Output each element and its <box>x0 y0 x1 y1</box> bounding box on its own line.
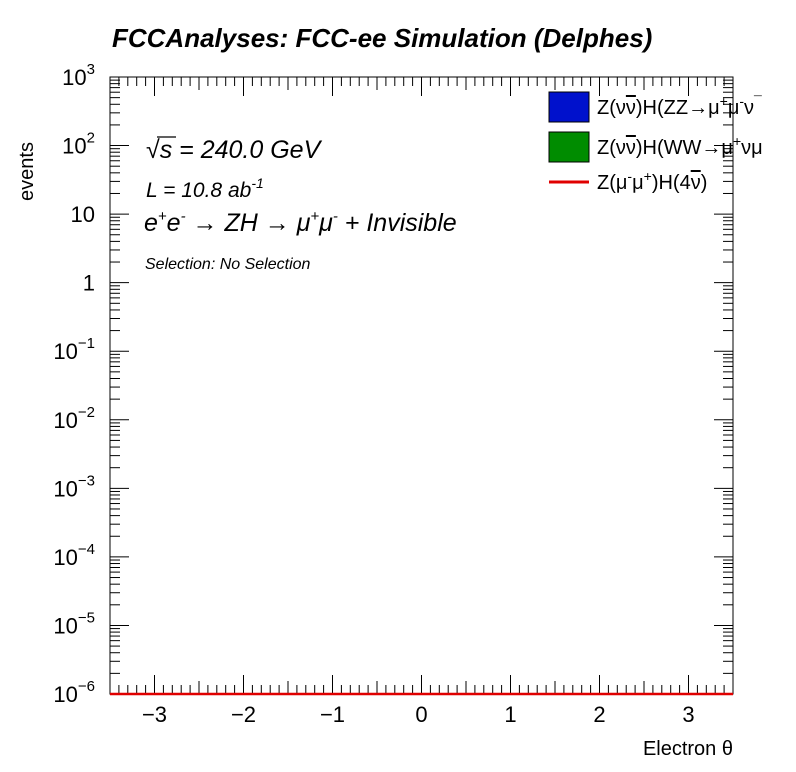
x-axis-label: Electron θ <box>643 738 733 760</box>
legend: Z(νν)H(ZZ→μ+μ-ν¯ Z(νν)H(WW→μ+νμ Z(μ-μ+)H(4… <box>548 91 763 194</box>
x-tick-labels: −3 −2 −1 0 1 2 3 <box>142 702 695 727</box>
lumi-annotation: L = 10.8 ab-1 <box>146 175 264 202</box>
y-tick-label: 10−1 <box>53 335 95 364</box>
y-tick-label: 10−6 <box>53 678 95 707</box>
y-axis-label: events <box>16 142 38 201</box>
y-tick-label: 103 <box>62 61 95 90</box>
y-tick-label: 10−5 <box>53 609 95 638</box>
y-tick-label: 1 <box>83 271 95 296</box>
legend-entry: Z(νν)H(ZZ→μ+μ-ν¯ <box>597 93 762 119</box>
chart-title: FCCAnalyses: FCC-ee Simulation (Delphes) <box>112 23 652 53</box>
process-annotation: e+e- → ZH → μ+μ- + Invisible <box>144 208 457 237</box>
x-tick-label: −3 <box>142 702 167 727</box>
y-tick-label: 102 <box>62 130 95 159</box>
x-tick-label: 0 <box>415 702 427 727</box>
legend-entry: Z(μ-μ+)H(4ν) <box>597 168 707 194</box>
x-tick-label: 3 <box>682 702 694 727</box>
y-tick-label: 10−4 <box>53 541 95 570</box>
legend-swatch <box>548 91 590 123</box>
y-tick-label: 10 <box>71 202 95 227</box>
legend-entry: Z(νν)H(WW→μ+νμ <box>597 133 763 159</box>
axis-ticks <box>109 76 734 695</box>
x-tick-label: −2 <box>231 702 256 727</box>
plot-frame <box>109 76 734 695</box>
sqrt-symbol: √ <box>146 136 160 164</box>
legend-swatch <box>548 131 590 163</box>
x-tick-label: 1 <box>504 702 516 727</box>
x-tick-label: 2 <box>593 702 605 727</box>
y-tick-label: 10−3 <box>53 472 95 501</box>
selection-annotation: Selection: No Selection <box>145 256 311 273</box>
x-tick-label: −1 <box>320 702 345 727</box>
sqrts-annotation: √s = 240.0 GeV <box>146 136 323 164</box>
y-tick-label: 10−2 <box>53 404 95 433</box>
